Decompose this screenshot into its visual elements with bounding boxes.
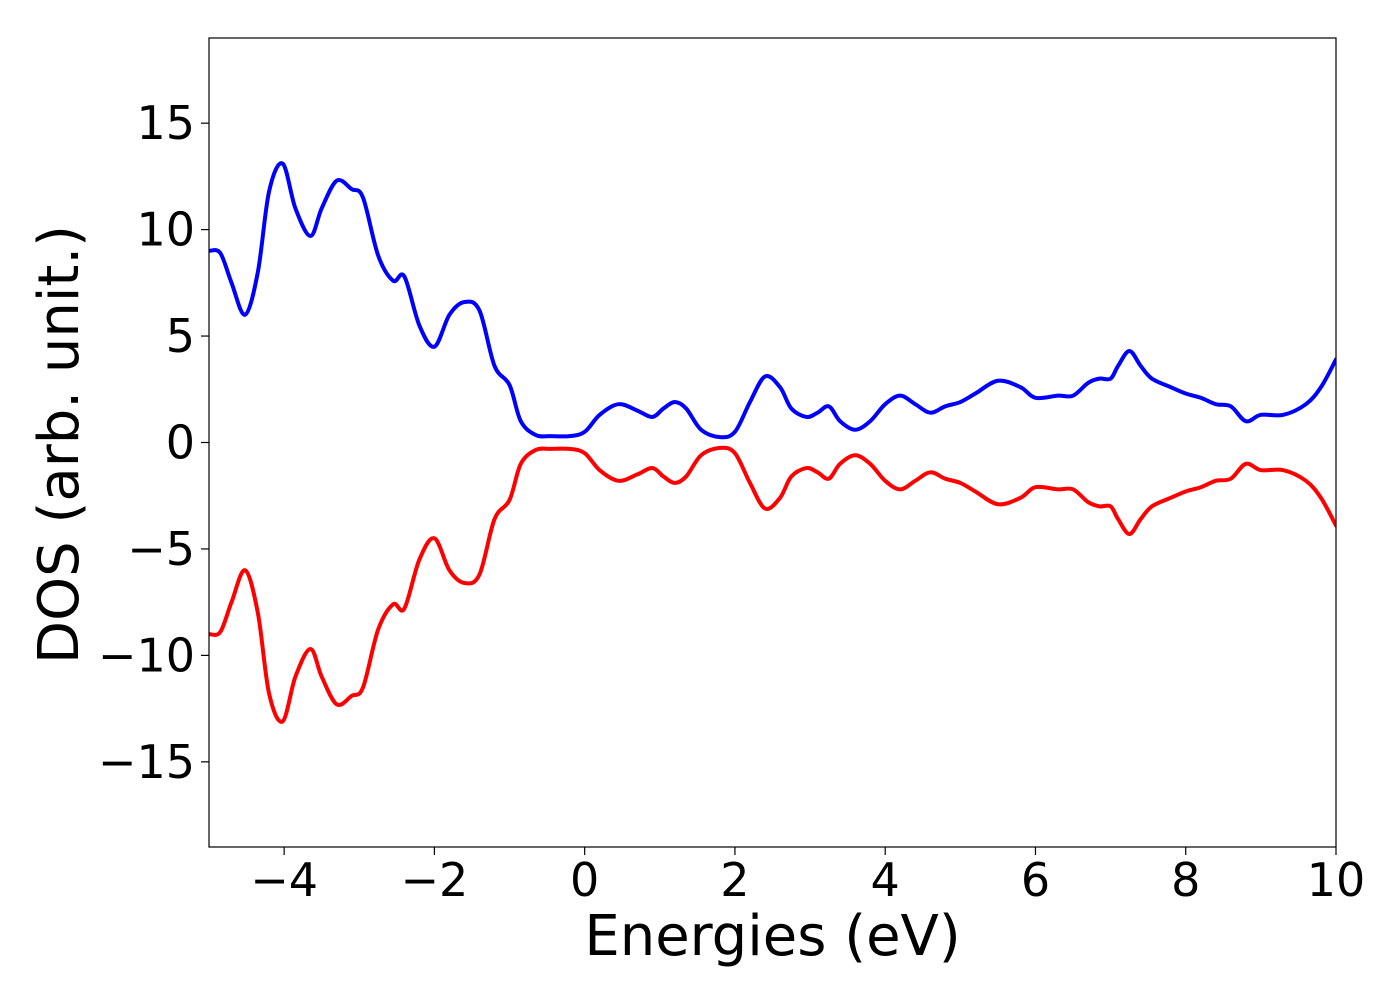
x-axis: −4 −2 0 2 4 6 8 10 — [250, 847, 1365, 907]
y-tick-label: 15 — [136, 96, 195, 150]
y-tick-label: −5 — [127, 522, 195, 576]
x-tick-label: 8 — [1171, 853, 1200, 907]
y-tick-label: 0 — [166, 416, 195, 470]
y-tick-label: 10 — [136, 203, 195, 257]
plot-frame — [208, 37, 1337, 848]
y-tick-label: −15 — [98, 735, 195, 789]
series-layer — [209, 161, 1336, 724]
x-tick-label: 2 — [720, 853, 749, 907]
x-tick-label: 6 — [1021, 853, 1050, 907]
y-tick-label: 5 — [166, 309, 195, 363]
x-tick-label: 10 — [1307, 853, 1366, 907]
x-tick-label: 0 — [570, 853, 599, 907]
dos-spin-up-line — [209, 161, 1336, 440]
dos-spin-down-line — [209, 445, 1336, 724]
x-tick-label: 4 — [871, 853, 900, 907]
x-axis-label: Energies (eV) — [584, 904, 960, 969]
y-axis: −15 −10 −5 0 5 10 15 — [98, 96, 209, 789]
x-tick-label: −4 — [250, 853, 318, 907]
x-tick-label: −2 — [400, 853, 468, 907]
y-axis-label: DOS (arb. unit.) — [27, 225, 92, 664]
y-tick-label: −10 — [98, 628, 195, 682]
